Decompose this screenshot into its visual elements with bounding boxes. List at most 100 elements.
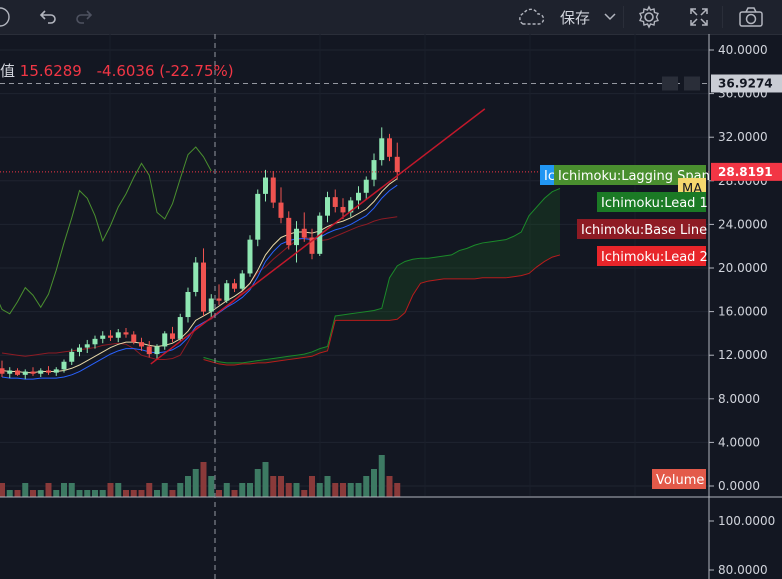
candle-body bbox=[38, 370, 44, 374]
volume-bar bbox=[378, 455, 385, 497]
price-tick-label: 4.0000 bbox=[718, 435, 760, 449]
volume-bar bbox=[293, 483, 300, 497]
candle bbox=[162, 331, 168, 350]
ichimoku-base-line bbox=[1, 216, 398, 361]
candle bbox=[100, 331, 106, 344]
candle bbox=[154, 344, 160, 360]
camera-icon[interactable] bbox=[734, 0, 768, 34]
candle-body bbox=[0, 368, 5, 374]
fullscreen-arrows-icon[interactable] bbox=[682, 0, 716, 34]
candle bbox=[123, 327, 129, 338]
candles bbox=[0, 127, 400, 380]
candle bbox=[139, 337, 144, 351]
ichimoku-lagging-line bbox=[0, 146, 212, 315]
volume-bar bbox=[123, 490, 129, 497]
candle bbox=[301, 212, 307, 242]
volume-bar bbox=[285, 483, 292, 497]
candle bbox=[208, 294, 214, 319]
volume-tick-label: 100.0000 bbox=[718, 514, 775, 528]
candle-body bbox=[270, 177, 276, 203]
volume-bar bbox=[247, 483, 253, 497]
candle bbox=[7, 367, 13, 379]
volume-bar bbox=[115, 483, 122, 497]
candle bbox=[201, 248, 206, 316]
candle bbox=[286, 211, 292, 250]
volume-bar bbox=[37, 490, 44, 497]
candle bbox=[131, 331, 137, 345]
volume-bar bbox=[363, 476, 370, 497]
price-tick-label: 20.0000 bbox=[718, 261, 768, 275]
candle-body bbox=[348, 200, 354, 213]
candle-body bbox=[22, 371, 28, 375]
legend-change-value: -4.6036 (-22.75%) bbox=[96, 62, 234, 80]
candle-body bbox=[185, 291, 191, 318]
price-tick-label: 40.0000 bbox=[718, 43, 768, 57]
volume-bar bbox=[309, 476, 315, 497]
lead2-badge: Ichimoku:Lead 2 bbox=[597, 246, 708, 266]
candle bbox=[294, 221, 299, 263]
candle-body bbox=[301, 228, 307, 238]
candle bbox=[15, 368, 20, 376]
candle-body bbox=[53, 369, 59, 373]
candle bbox=[371, 153, 377, 187]
moving-average-line bbox=[1, 178, 398, 374]
candle-body bbox=[294, 228, 299, 246]
volume-bars bbox=[0, 455, 401, 497]
candle bbox=[84, 339, 90, 354]
candle-body bbox=[325, 197, 330, 216]
chevron-up-icon bbox=[662, 76, 678, 91]
lead1-badge: Ichimoku:Lead 1 bbox=[597, 192, 708, 212]
save-button[interactable]: 保存 bbox=[559, 8, 590, 27]
volume-bar bbox=[301, 490, 308, 497]
ichimoku-lead2-line bbox=[203, 254, 561, 366]
candle bbox=[348, 197, 354, 217]
base-line-badge: Ichimoku:Base Line bbox=[577, 219, 707, 239]
candle-body bbox=[239, 273, 245, 289]
ichimoku-cloud bbox=[203, 188, 560, 366]
candle bbox=[363, 176, 369, 200]
ichimoku-short-badge-text: Ic bbox=[544, 169, 555, 184]
candle bbox=[69, 348, 75, 366]
candle-body bbox=[46, 370, 51, 373]
redo-arrow-icon[interactable] bbox=[70, 0, 98, 34]
undo-arrow-icon[interactable] bbox=[34, 0, 62, 34]
volume-bar bbox=[169, 490, 176, 497]
lead2-badge-bg bbox=[597, 246, 706, 266]
lagging-span-badge-text: Ichimoku:Lagging Span bbox=[558, 169, 710, 184]
gear-icon[interactable] bbox=[632, 0, 666, 34]
price-tick-label: 24.0000 bbox=[718, 217, 768, 231]
volume-bar bbox=[99, 490, 106, 497]
symbol-logo-icon[interactable] bbox=[0, 0, 18, 34]
base-line-badge-text: Ichimoku:Base Line bbox=[581, 223, 707, 238]
volume-bar bbox=[278, 476, 284, 497]
candle bbox=[177, 313, 183, 342]
volume-bar bbox=[53, 490, 60, 497]
volume-bar bbox=[6, 490, 13, 497]
volume-bar bbox=[92, 490, 98, 497]
volume-bar bbox=[61, 483, 67, 497]
candle-body bbox=[208, 298, 214, 312]
chevron-down-icon[interactable] bbox=[598, 0, 622, 34]
volume-bar bbox=[324, 476, 331, 497]
candle-body bbox=[123, 332, 129, 335]
candle-body bbox=[255, 193, 261, 240]
price-chart[interactable]: 40.000036.000032.000028.000024.000020.00… bbox=[0, 34, 782, 579]
volume-bar bbox=[254, 469, 261, 497]
candle-body bbox=[77, 347, 82, 352]
candle-body bbox=[162, 333, 168, 347]
crosshair-price-label: 36.9274 bbox=[711, 74, 782, 93]
price-tick-label: 32.0000 bbox=[718, 130, 768, 144]
candle bbox=[185, 287, 191, 323]
toolbar-divider bbox=[623, 6, 624, 28]
volume-bar bbox=[0, 483, 5, 497]
candle-body bbox=[69, 351, 75, 362]
ichimoku-short-badge: Ic bbox=[540, 165, 558, 185]
candle-body bbox=[286, 217, 292, 246]
cloud-icon[interactable] bbox=[512, 0, 550, 34]
candle-body bbox=[340, 206, 346, 213]
volume-bar bbox=[231, 490, 238, 497]
volume-bar bbox=[177, 483, 184, 497]
last-price-label: 28.8191 bbox=[711, 162, 782, 181]
candle-body bbox=[363, 179, 369, 193]
candle-body bbox=[139, 342, 144, 347]
